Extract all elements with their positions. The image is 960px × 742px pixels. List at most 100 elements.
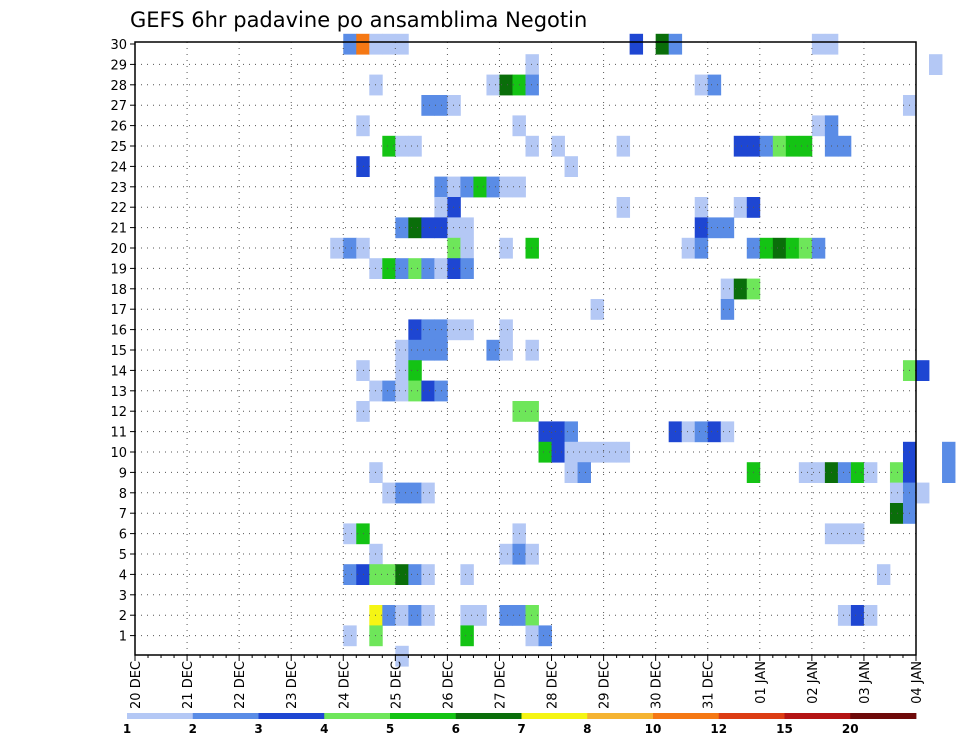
colorbar-swatch bbox=[850, 713, 917, 719]
x-tick-label: 02 JAN bbox=[806, 661, 821, 704]
x-tick-label: 20 DEC bbox=[129, 661, 144, 709]
y-tick-label: 30 bbox=[110, 38, 127, 53]
colorbar-swatch bbox=[784, 713, 851, 719]
heatmap-cell bbox=[486, 74, 500, 96]
heatmap-cell bbox=[382, 135, 396, 157]
heatmap-cell bbox=[694, 421, 709, 443]
heatmap-cell bbox=[668, 33, 683, 55]
x-tick-label: 03 JAN bbox=[858, 661, 873, 704]
x-tick-label: 31 DEC bbox=[702, 661, 717, 709]
heatmap-cell bbox=[850, 523, 865, 545]
heatmap-cell bbox=[785, 135, 800, 157]
heatmap-cell bbox=[382, 380, 396, 402]
y-tick-label: 4 bbox=[119, 568, 127, 583]
heatmap-cell bbox=[863, 462, 878, 483]
y-tick-label: 17 bbox=[110, 303, 127, 318]
heatmap-cell bbox=[538, 625, 552, 647]
heatmap-cell bbox=[694, 74, 709, 96]
y-tick-label: 9 bbox=[119, 466, 127, 481]
grid-lines bbox=[135, 42, 916, 655]
colorbar-swatch bbox=[390, 713, 457, 719]
heatmap-cell bbox=[408, 135, 422, 157]
plot-frame bbox=[134, 41, 917, 656]
heatmap-cell bbox=[382, 605, 396, 626]
heatmap-cell bbox=[408, 380, 422, 402]
heatmap-cell bbox=[408, 564, 422, 585]
heatmap-cell bbox=[343, 33, 357, 55]
colorbar: 1 2 3 4 5 6 7 8 10 12 15 20 bbox=[123, 713, 917, 736]
x-tick-label: 27 DEC bbox=[493, 661, 508, 709]
heatmap-cell bbox=[681, 237, 696, 259]
heatmap-cell bbox=[499, 319, 513, 341]
heatmap-cell bbox=[421, 258, 435, 279]
heatmap-cell bbox=[356, 360, 370, 381]
x-tick-label: 21 DEC bbox=[181, 661, 196, 709]
heatmap-cell bbox=[655, 33, 670, 55]
heatmap-cell bbox=[369, 543, 383, 565]
heatmap-cell bbox=[720, 299, 735, 320]
heatmap-cell bbox=[395, 135, 409, 157]
colorbar-label: 2 bbox=[189, 722, 197, 736]
heatmap-cell bbox=[707, 217, 722, 239]
heatmap-cell bbox=[525, 54, 539, 75]
heatmap-cell bbox=[460, 605, 474, 626]
heatmap-cell bbox=[460, 217, 474, 239]
heatmap-cell bbox=[369, 605, 383, 626]
heatmap-cell bbox=[408, 319, 422, 341]
y-tick-label: 1 bbox=[119, 630, 127, 645]
y-tick-label: 24 bbox=[110, 160, 127, 175]
colorbar-swatch bbox=[324, 713, 391, 719]
colorbar-swatch bbox=[521, 713, 588, 719]
heatmap-cell bbox=[577, 441, 591, 463]
y-tick-label: 23 bbox=[110, 181, 127, 196]
heatmap-cell bbox=[525, 401, 539, 422]
chart-title: GEFS 6hr padavine po ansamblima Negotin bbox=[130, 8, 587, 32]
heatmap-cell bbox=[447, 237, 461, 259]
colorbar-swatch bbox=[587, 713, 654, 719]
heatmap-cell bbox=[876, 564, 891, 585]
y-tick-label: 20 bbox=[110, 242, 127, 257]
heatmap-cell bbox=[577, 462, 591, 483]
heatmap-cell bbox=[421, 319, 435, 341]
heatmap-cell bbox=[499, 237, 513, 259]
heatmap-cell bbox=[850, 462, 865, 483]
heatmap-cell bbox=[382, 258, 396, 279]
colorbar-swatch bbox=[455, 713, 522, 719]
heatmap-cell bbox=[889, 482, 904, 504]
heatmap-cell bbox=[889, 462, 904, 483]
x-axis: 20 DEC 21 DEC 22 DEC 23 DEC 24 DEC 25 DEC 26 D… bbox=[129, 655, 925, 709]
y-tick-label: 19 bbox=[110, 262, 127, 277]
y-tick-label: 15 bbox=[110, 344, 127, 359]
colorbar-label: 10 bbox=[645, 722, 662, 736]
heatmap-cell bbox=[447, 197, 461, 218]
heatmap-cell bbox=[421, 339, 435, 361]
colorbar-label: 7 bbox=[517, 722, 525, 736]
colorbar-swatch bbox=[192, 713, 259, 719]
y-tick-label: 18 bbox=[110, 283, 127, 298]
heatmap-cell bbox=[564, 441, 578, 463]
y-tick-label: 22 bbox=[110, 201, 127, 216]
y-tick-label: 11 bbox=[110, 426, 127, 441]
heatmap-cell bbox=[447, 217, 461, 239]
heatmap-cell bbox=[499, 74, 513, 96]
heatmap-cell bbox=[395, 339, 409, 361]
heatmap-cell bbox=[356, 523, 370, 545]
heatmap-cell bbox=[421, 564, 435, 585]
heatmap-cell bbox=[421, 605, 435, 626]
heatmap-cell bbox=[616, 441, 631, 463]
heatmap-cell bbox=[369, 74, 383, 96]
y-tick-label: 29 bbox=[110, 58, 127, 73]
x-tick-label: 22 DEC bbox=[233, 661, 248, 709]
heatmap-cell bbox=[395, 605, 409, 626]
heatmap-cell bbox=[343, 523, 357, 545]
heatmap-cell bbox=[408, 360, 422, 381]
heatmap-cell bbox=[447, 95, 461, 116]
heatmap-cell bbox=[850, 605, 865, 626]
y-tick-label: 25 bbox=[110, 140, 127, 155]
heatmap-cell bbox=[798, 237, 813, 259]
heatmap-cell bbox=[473, 176, 487, 198]
heatmap-cell bbox=[356, 237, 370, 259]
heatmap-cell bbox=[395, 564, 409, 585]
heatmap-cell bbox=[837, 605, 852, 626]
